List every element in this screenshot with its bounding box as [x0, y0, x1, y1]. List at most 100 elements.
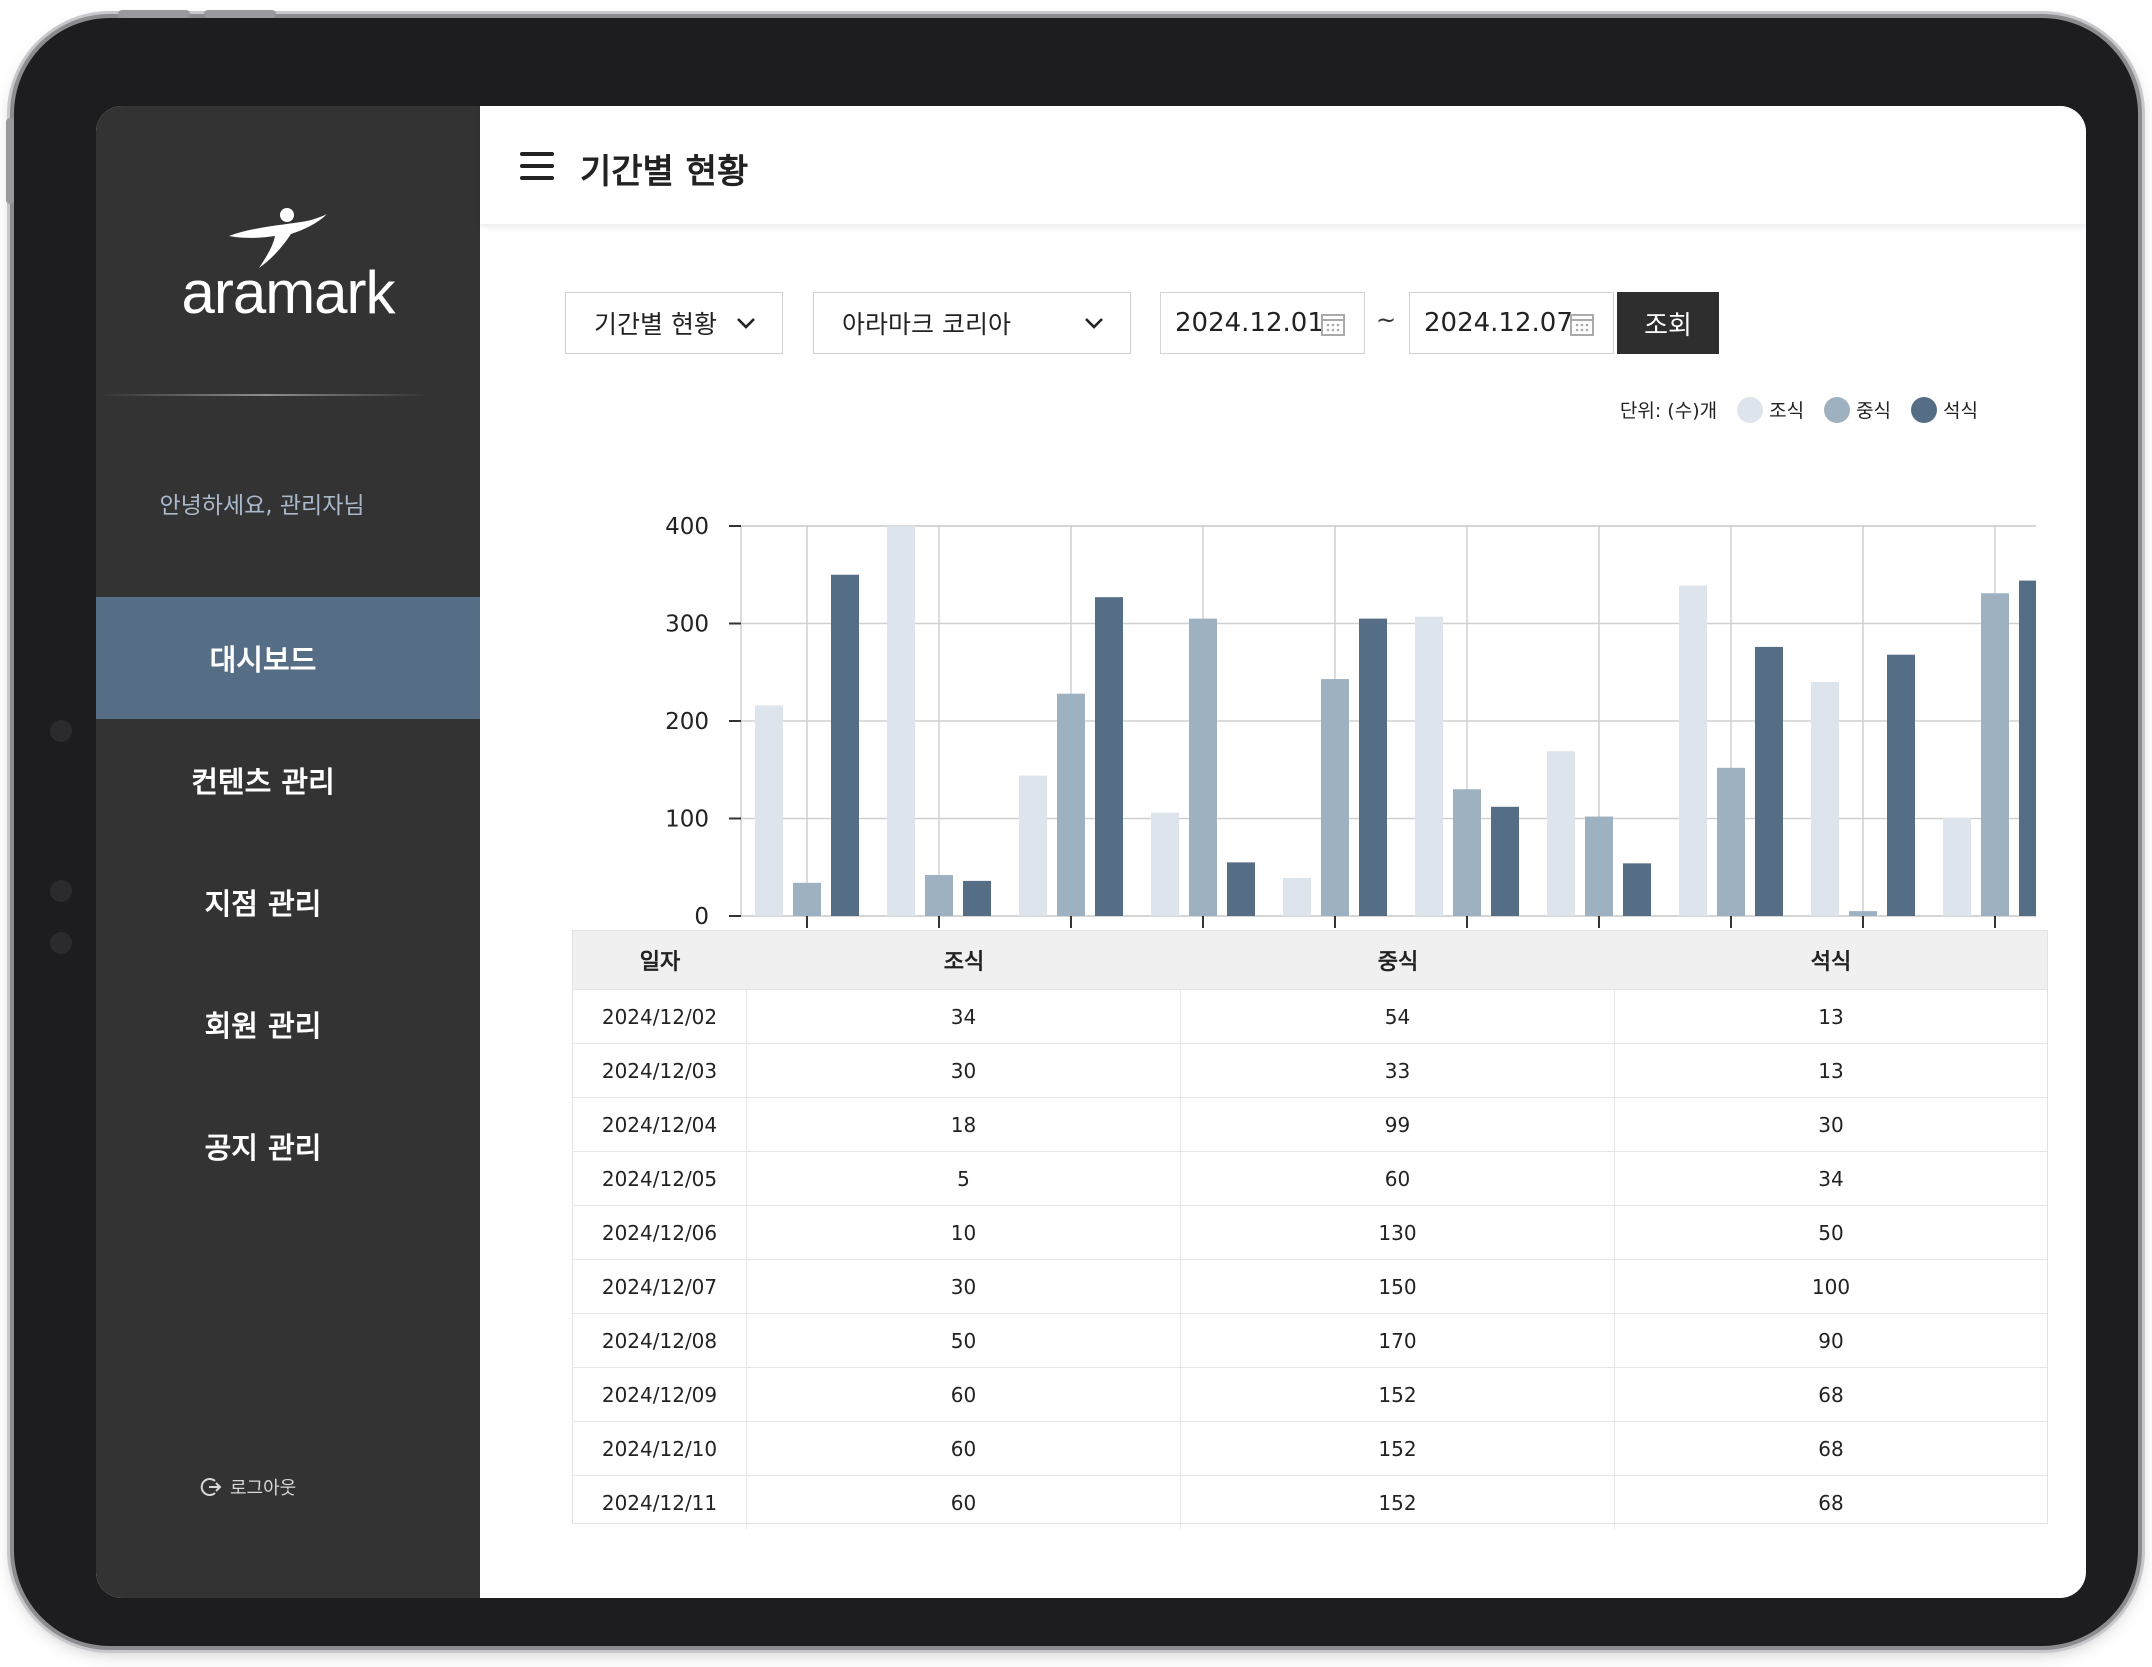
volume-button: [118, 10, 190, 18]
bar-dinner: [1755, 646, 1783, 916]
table-cell: 30: [747, 1260, 1181, 1313]
logo-text: aramark: [181, 259, 395, 326]
bar-dinner: [1227, 862, 1255, 916]
bar-lunch: [1717, 767, 1745, 916]
bar-lunch: [1057, 693, 1085, 916]
meal-bar-chart: 010020030040012/0212/0312/0412/0512/0612…: [665, 514, 2036, 930]
table-cell: 68: [1818, 1382, 1844, 1407]
table-cell: 60: [747, 1368, 1181, 1421]
table-row: 2024/12/05 5 60 34: [573, 1151, 2047, 1205]
legend-swatch-dinner: [1911, 396, 1938, 423]
table-cell: 30: [1818, 1112, 1844, 1137]
table-cell: 2024/12/06: [573, 1206, 747, 1259]
bar-dinner: [1491, 806, 1519, 916]
logout-button[interactable]: 로그아웃: [200, 1474, 296, 1500]
table-cell: 33: [1181, 1044, 1615, 1097]
table-row: 2024/12/08 50 170 90: [573, 1313, 2047, 1367]
legend-swatch-breakfast: [1737, 396, 1764, 423]
table-row: 2024/12/02 34 54 13: [573, 989, 2047, 1043]
table-header-lunch: 중식: [1377, 950, 1419, 975]
bar-lunch: [1849, 911, 1877, 916]
table-cell: 68: [1818, 1436, 1844, 1461]
sidebar-item-contents[interactable]: 컨텐츠 관리: [96, 719, 480, 841]
bar-breakfast: [1415, 616, 1443, 916]
bar-dinner: [831, 574, 859, 916]
sidebar-item-label: 지점 관리: [204, 887, 322, 921]
start-date-input[interactable]: 2024.12.01: [1160, 292, 1365, 354]
end-date-value: 2024.12.07: [1424, 308, 1573, 338]
bar-breakfast: [1283, 877, 1311, 916]
table-cell: 2024/12/04: [573, 1098, 747, 1151]
bar-breakfast: [755, 705, 783, 916]
table-cell: 50: [1818, 1220, 1844, 1245]
table-cell: 34: [747, 990, 1181, 1043]
sidebar: aramark 안녕하세요, 관리자님 대시보드 컨텐츠 관리 지점 관리 회원…: [96, 106, 480, 1598]
legend-swatch-lunch: [1824, 396, 1851, 423]
chevron-down-icon: [737, 318, 755, 329]
period-select[interactable]: 기간별 현황: [565, 292, 783, 354]
legend-label-lunch: 중식: [1856, 400, 1892, 422]
table-cell: 152: [1181, 1368, 1615, 1421]
table-row: 2024/12/09 60 152 68: [573, 1367, 2047, 1421]
logout-label: 로그아웃: [230, 1478, 297, 1499]
y-tick-label: 300: [665, 612, 709, 638]
table-cell: 90: [1818, 1328, 1844, 1353]
table-row: 2024/12/03 30 33 13: [573, 1043, 2047, 1097]
bar-lunch: [925, 875, 953, 916]
bar-lunch: [1189, 618, 1217, 916]
table-cell: 2024/12/10: [573, 1422, 747, 1475]
search-button[interactable]: 조회: [1617, 292, 1719, 354]
bar-breakfast: [1019, 775, 1047, 916]
bar-lunch: [793, 882, 821, 916]
legend-label-breakfast: 조식: [1769, 400, 1805, 422]
chart-legend: 단위: (수)개 조식 중식 석식: [1620, 396, 1978, 423]
table-cell: 10: [747, 1206, 1181, 1259]
table-cell: 2024/12/11: [573, 1476, 747, 1529]
table-cell: 2024/12/05: [573, 1152, 747, 1205]
sidebar-item-label: 회원 관리: [204, 1009, 322, 1043]
power-button: [6, 118, 14, 204]
table-cell: 2024/12/09: [573, 1368, 747, 1421]
y-tick-label: 200: [665, 709, 709, 735]
aramark-figure-icon: [229, 208, 327, 268]
table-cell: 152: [1181, 1476, 1615, 1529]
date-separator: ~: [1376, 306, 1397, 334]
table-header-row: 일자 조식 중식 석식: [573, 931, 2047, 989]
menu-icon[interactable]: [520, 152, 554, 180]
table-header-dinner: 석식: [1810, 950, 1852, 975]
calendar-icon[interactable]: [1569, 311, 1595, 337]
bar-breakfast: [1679, 585, 1707, 916]
sidebar-item-dashboard[interactable]: 대시보드: [96, 597, 480, 719]
table-row: 2024/12/10 60 152 68: [573, 1421, 2047, 1475]
table-cell: 2024/12/08: [573, 1314, 747, 1367]
sidebar-item-label: 공지 관리: [204, 1131, 322, 1165]
table-header-breakfast: 조식: [943, 950, 985, 975]
table-cell: 2024/12/03: [573, 1044, 747, 1097]
table-cell: 5: [747, 1152, 1181, 1205]
table-cell: 99: [1181, 1098, 1615, 1151]
bar-breakfast: [887, 526, 915, 916]
sidebar-item-members[interactable]: 회원 관리: [96, 963, 480, 1085]
greeting-text: 안녕하세요, 관리자님: [159, 493, 365, 519]
table-row: 2024/12/04 18 99 30: [573, 1097, 2047, 1151]
table-cell: 18: [747, 1098, 1181, 1151]
table-cell: 13: [1818, 1058, 1844, 1083]
table-cell: 68: [1818, 1490, 1844, 1515]
company-select-value: 아라마크 코리아: [842, 310, 1011, 339]
table-header-date: 일자: [639, 950, 681, 975]
sidebar-item-branches[interactable]: 지점 관리: [96, 841, 480, 963]
table-cell: 30: [747, 1044, 1181, 1097]
aramark-logo[interactable]: aramark: [96, 206, 480, 326]
table-cell: 2024/12/07: [573, 1260, 747, 1313]
table-cell: 50: [747, 1314, 1181, 1367]
period-select-value: 기간별 현황: [594, 310, 717, 339]
company-select[interactable]: 아라마크 코리아: [813, 292, 1131, 354]
start-date-value: 2024.12.01: [1175, 308, 1324, 338]
app-screen: aramark 안녕하세요, 관리자님 대시보드 컨텐츠 관리 지점 관리 회원…: [96, 106, 2086, 1598]
calendar-icon[interactable]: [1320, 311, 1346, 337]
end-date-input[interactable]: 2024.12.07: [1409, 292, 1614, 354]
sidebar-item-notices[interactable]: 공지 관리: [96, 1085, 480, 1207]
bar-dinner: [1359, 618, 1387, 916]
bar-breakfast: [1151, 812, 1179, 916]
bar-lunch: [1321, 679, 1349, 916]
